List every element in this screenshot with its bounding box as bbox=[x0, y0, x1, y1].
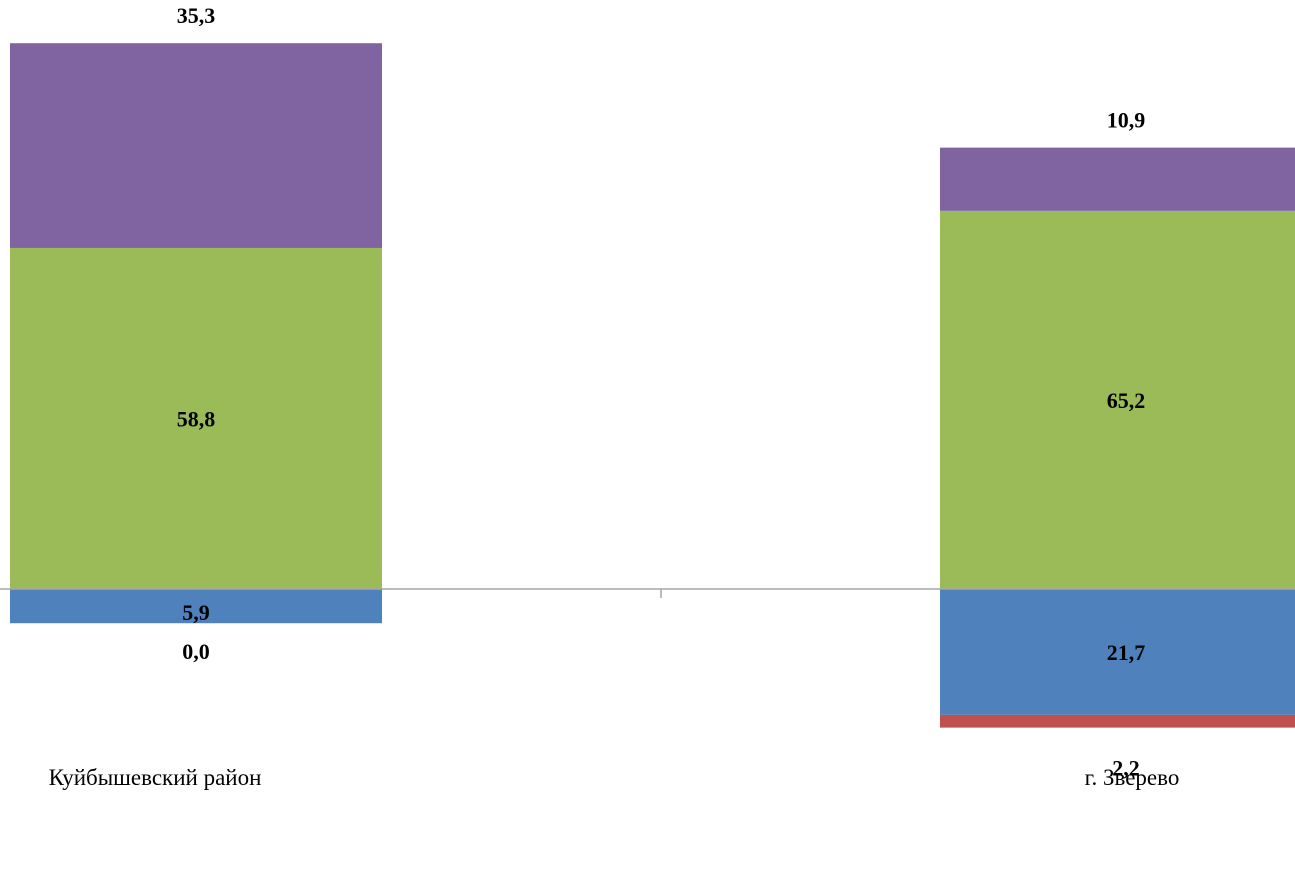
axis-layer bbox=[0, 588, 1295, 598]
data-label-2-3: 21,7 bbox=[1107, 640, 1146, 665]
bar-segment-1-3 bbox=[10, 589, 382, 624]
bar-segment-2-4 bbox=[940, 714, 1295, 728]
category-label-2: г. Зверево bbox=[1085, 765, 1180, 790]
data-label-2-4: 2,2 bbox=[1112, 756, 1140, 781]
category-labels-layer: Куйбышевский район г. Зверево bbox=[49, 765, 1180, 790]
data-label-1-1: 35,3 bbox=[177, 3, 216, 28]
bar-segment-1-2 bbox=[10, 247, 382, 589]
data-label-2-1: 10,9 bbox=[1107, 108, 1146, 133]
data-labels-layer: 35,3 58,8 5,9 0,0 10,9 65,2 21,7 2,2 bbox=[177, 3, 1146, 780]
data-label-1-2: 58,8 bbox=[177, 406, 216, 431]
bar-segment-2-1 bbox=[940, 147, 1295, 211]
bars-layer bbox=[10, 43, 1295, 728]
bar-segment-2-2 bbox=[940, 210, 1295, 589]
data-label-1-4: 0,0 bbox=[182, 639, 210, 664]
data-label-2-2: 65,2 bbox=[1107, 388, 1146, 413]
bar-segment-2-3 bbox=[940, 589, 1295, 715]
category-label-1: Куйбышевский район bbox=[49, 765, 262, 790]
data-label-1-3: 5,9 bbox=[182, 600, 210, 625]
bar-segment-1-1 bbox=[10, 43, 382, 248]
